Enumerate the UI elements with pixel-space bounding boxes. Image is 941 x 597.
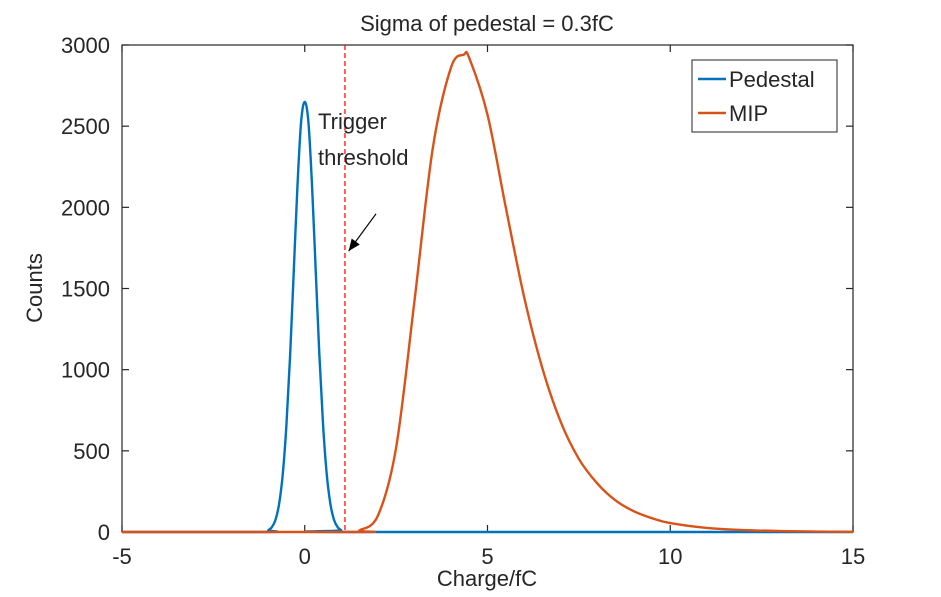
annotation-group: Trigger threshold (318, 109, 409, 252)
legend-label-pedestal: Pedestal (729, 67, 815, 92)
x-tick-label: 0 (299, 544, 311, 569)
annotation-arrowhead (348, 238, 360, 252)
x-tick-label: 5 (481, 544, 493, 569)
annotation-text-line: Trigger (318, 109, 387, 134)
legend-box (691, 59, 838, 133)
y-tick-label: 3000 (61, 33, 110, 58)
plot-lines (122, 45, 854, 534)
y-tick-label: 500 (73, 439, 110, 464)
series-line-pedestal (122, 100, 853, 534)
y-axis-label: Counts (22, 253, 47, 323)
x-tick-label: -5 (112, 544, 132, 569)
y-tick-label: 1500 (61, 277, 110, 302)
legend-label-mip: MIP (729, 101, 768, 126)
x-tick-label: 10 (658, 544, 682, 569)
legend: Pedestal MIP (691, 59, 838, 133)
x-tick-label: 15 (841, 544, 865, 569)
x-axis-label: Charge/fC (437, 566, 537, 591)
y-tick-label: 2000 (61, 195, 110, 220)
chart-title: Sigma of pedestal = 0.3fC (360, 11, 614, 36)
annotation-text-line: threshold (318, 145, 409, 170)
y-tick-label: 1000 (61, 358, 110, 383)
y-tick-label: 2500 (61, 114, 110, 139)
y-tick-label: 0 (98, 520, 110, 545)
series-line-mip (122, 50, 854, 534)
